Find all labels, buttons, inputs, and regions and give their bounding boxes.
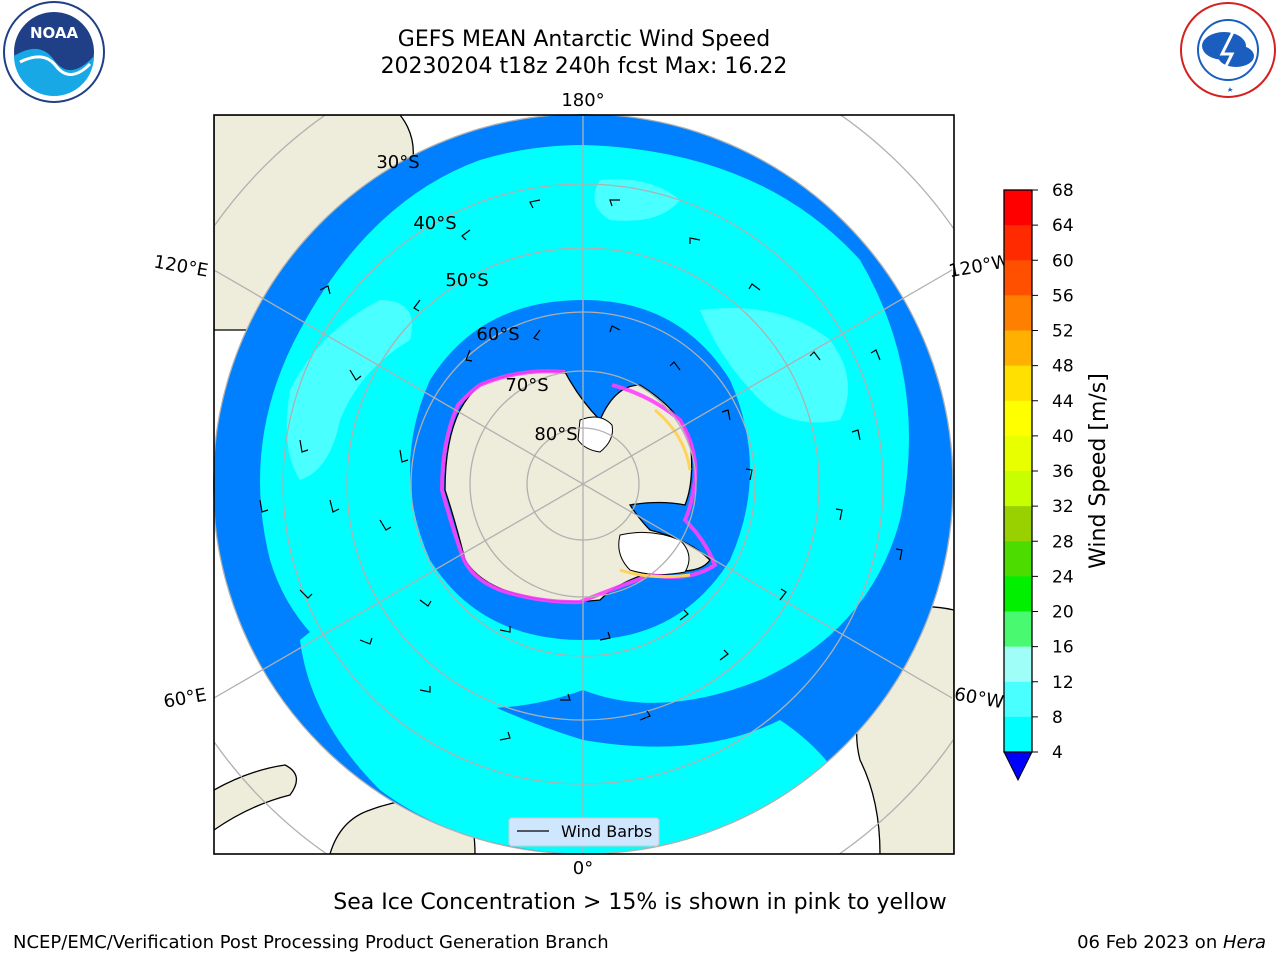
wind-field-patch [286,300,412,480]
lon-label-0: 0° [573,858,593,879]
colorbar-segment [1004,471,1032,507]
colorbar-label: Wind Speed [m/s] [1086,373,1111,569]
colorbar-tick-label: 8 [1052,708,1063,728]
colorbar-tick-label: 48 [1052,357,1074,377]
lon-label-120e: 120°E [152,251,210,281]
lat-label-60s: 60°S [476,324,519,345]
noaa-logo-icon: NOAA [3,1,105,103]
colorbar-segment [1004,365,1032,402]
colorbar-segment [1004,506,1032,542]
colorbar-tick-label: 36 [1052,462,1074,482]
colorbar-segment [1004,716,1032,753]
colorbar-segment [1004,330,1032,367]
colorbar-tick-label: 68 [1052,181,1074,201]
colorbar-tick-label: 64 [1052,216,1074,236]
colorbar-segment [1004,541,1032,577]
lat-label-40s: 40°S [413,213,456,234]
sea-ice-edge-yellow [619,408,692,579]
colorbar-tick-label: 40 [1052,427,1074,447]
legend-label: Wind Barbs [561,822,652,841]
ice-shelf-ross [577,416,613,453]
colorbar-under-arrow [1003,751,1033,782]
colorbar-segment [1004,225,1032,261]
nws-logo-icon [1180,2,1276,98]
colorbar-segment [1004,576,1032,612]
caption: Sea Ice Concentration > 15% is shown in … [333,890,947,915]
colorbar-segment [1004,646,1032,683]
lat-label-50s: 50°S [445,270,488,291]
lon-label-60w: 60°W [953,684,1006,713]
legend: Wind Barbs [508,817,660,847]
colorbar-tick-label: 32 [1052,497,1074,517]
map-frame [213,114,955,855]
chart-subtitle: 20230204 t18z 240h fcst Max: 16.22 [380,54,788,79]
colorbar-tick-label: 28 [1052,532,1074,552]
lat-label-80s: 80°S [534,424,577,445]
footer-date: 06 Feb 2023 on Hera [1077,932,1266,953]
colorbar-segment [1004,295,1032,331]
lat-label-70s: 70°S [505,375,548,396]
colorbar-segment [1004,190,1032,226]
colorbar-tick-label: 52 [1052,322,1074,342]
wind-field-band [260,145,909,708]
chart-title: GEFS MEAN Antarctic Wind Speed [397,27,771,52]
lon-label-120w: 120°W [947,251,1011,282]
colorbar-tick-label: 4 [1052,743,1063,763]
lon-label-60e: 60°E [162,684,208,712]
colorbar-tick-label: 56 [1052,286,1074,306]
wind-barbs [259,199,903,741]
ice-shelf-ronne [618,531,690,576]
colorbar-tick-label: 16 [1052,638,1074,658]
wind-field-patch [700,308,848,423]
colorbar-tick-label: 24 [1052,567,1074,587]
footer-credit: NCEP/EMC/Verification Post Processing Pr… [13,932,609,953]
colorbar-segment [1004,400,1032,437]
colorbar-tick-label: 20 [1052,603,1074,623]
lon-label-180: 180° [561,90,604,111]
colorbar-tick-label: 60 [1052,251,1074,271]
colorbar-segment [1004,681,1032,718]
wind-field-band-south [300,600,860,854]
lat-label-30s: 30°S [376,152,419,173]
land-madagascar [214,764,297,831]
noaa-logo-text: NOAA [30,24,79,42]
wind-field-patch [594,179,680,221]
graticule [214,115,954,854]
colorbar-tick-label: 12 [1052,673,1074,693]
footer-machine: Hera [1222,932,1266,953]
colorbar-segment [1004,611,1032,648]
colorbar [1003,189,1033,782]
colorbar-segment [1004,260,1032,296]
colorbar-tick-label: 44 [1052,392,1074,412]
colorbar-segment [1004,435,1032,472]
